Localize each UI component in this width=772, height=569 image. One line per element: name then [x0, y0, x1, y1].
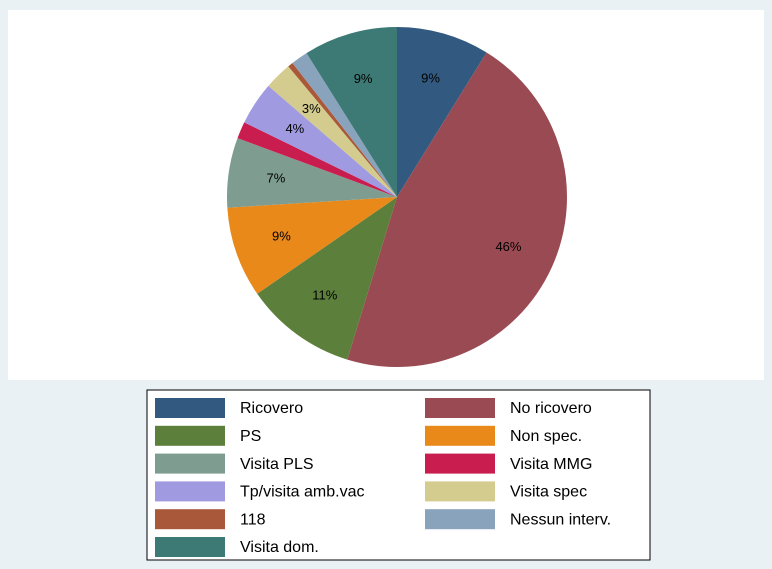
legend-label: No ricovero: [510, 400, 592, 417]
pie-slice: [257, 197, 397, 360]
slice-label: 9%: [354, 71, 373, 86]
legend-label: Visita PLS: [240, 456, 314, 473]
slice-label: 4%: [285, 121, 304, 136]
pie-slice: [244, 85, 397, 197]
slice-label: 9%: [421, 71, 440, 86]
legend: [146, 389, 651, 561]
slice-label: 46%: [495, 239, 521, 254]
pie-slice: [347, 52, 567, 368]
legend-label: Visita MMG: [510, 456, 592, 473]
legend-swatch: [425, 425, 495, 446]
legend-swatch: [155, 425, 225, 446]
pie-slice: [237, 122, 397, 197]
pie-slice: [397, 27, 487, 197]
legend-label: Ricovero: [240, 400, 303, 417]
pie-slice: [288, 62, 397, 198]
legend-swatch: [425, 453, 495, 474]
legend-swatch: [155, 509, 225, 530]
legend-swatch: [155, 481, 225, 502]
legend-swatch: [155, 453, 225, 474]
legend-label: Non spec.: [510, 428, 582, 445]
legend-label: PS: [240, 428, 261, 445]
pie-slice: [292, 53, 397, 197]
legend-swatch: [425, 509, 495, 530]
legend-label: Nessun interv.: [510, 511, 611, 528]
legend-swatch: [155, 537, 225, 557]
legend-swatch: [425, 398, 495, 418]
slice-label: 11%: [312, 287, 337, 302]
pie-slice: [227, 197, 397, 294]
pie-slice: [268, 66, 397, 198]
legend-swatch: [425, 481, 495, 502]
legend-label: Visita dom.: [240, 539, 319, 556]
slice-label: 9%: [272, 229, 291, 244]
legend-label: 118: [240, 511, 266, 528]
legend-swatch: [155, 398, 225, 418]
legend-label: Tp/visita amb.vac: [240, 484, 364, 501]
pie-slice: [306, 26, 397, 197]
slice-label: 3%: [302, 101, 321, 116]
legend-label: Visita spec: [510, 484, 587, 501]
pie-slice: [227, 138, 397, 208]
slice-label: 7%: [266, 171, 285, 186]
